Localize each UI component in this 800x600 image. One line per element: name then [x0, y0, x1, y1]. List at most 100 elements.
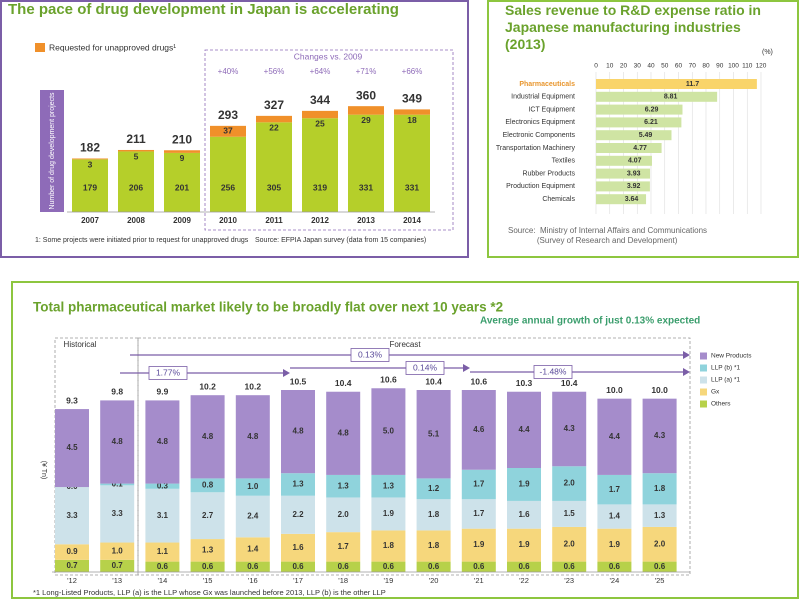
legend-label: LLP (b) *1: [711, 365, 741, 372]
bar: [596, 143, 662, 153]
y-tick-label: Electronic Components: [503, 132, 576, 139]
growth-label: 1.77%: [156, 367, 181, 377]
value-label: 5.1: [428, 429, 440, 438]
value-label: 2.7: [202, 511, 214, 520]
value-label: 37: [223, 126, 233, 136]
x-tick-label: 80: [702, 63, 710, 70]
value-label: 9: [180, 153, 185, 163]
legend-label: Requested for unapproved drugs¹: [49, 42, 176, 52]
legend-label: Gx: [711, 389, 720, 396]
bar-segment: [164, 152, 200, 212]
value-label: 5: [134, 152, 139, 162]
growth-label: 0.14%: [413, 362, 438, 372]
bar-segment: [235, 495, 270, 538]
value-label: 3: [88, 160, 93, 170]
x-tick-label: 20: [620, 63, 628, 70]
bar-segment: [326, 497, 361, 533]
value-label: 25: [315, 118, 325, 128]
bar-segment: [416, 478, 451, 500]
value-label: 0.6: [247, 562, 259, 571]
value-label: 1.6: [518, 510, 530, 519]
value-label: 1.3: [292, 480, 304, 489]
bar-segment: [281, 473, 315, 496]
value-label: 4.3: [564, 424, 576, 433]
bar: [596, 130, 672, 141]
value-label: 4.3: [654, 431, 666, 440]
y-tick-label: ICT Equipment: [528, 106, 575, 113]
bar-segment: [326, 391, 361, 475]
bar-segment: [256, 115, 292, 123]
value-label: 1.8: [654, 484, 666, 493]
value-label: 1.9: [473, 540, 485, 549]
total-label: 10.4: [561, 378, 578, 388]
chart-title: The pace of drug development in Japan is…: [8, 1, 399, 18]
bar-segment: [302, 118, 338, 212]
period-label: Historical: [64, 340, 97, 349]
bar-segment: [642, 504, 677, 527]
x-tick-label: 110: [742, 63, 753, 70]
source-box: Source: Ministry of Internal Affairs and…: [508, 226, 707, 245]
bar-segment: [394, 114, 430, 212]
y-tick-label: Textiles: [552, 158, 576, 165]
bar-segment: [416, 390, 451, 479]
change-label: +71%: [356, 67, 377, 76]
x-tick-label: 2012: [311, 216, 329, 225]
arrow-head: [463, 364, 470, 372]
value-label: 331: [405, 182, 419, 192]
value-label: 29: [361, 115, 371, 125]
value-label: 2.0: [564, 539, 576, 548]
x-tick-label: 2008: [127, 216, 145, 225]
total-label: 9.8: [111, 387, 123, 397]
bar: [596, 91, 718, 102]
legend-swatch: [35, 43, 45, 52]
total-label: 349: [402, 92, 422, 106]
value-label: 1.8: [383, 541, 395, 550]
value-label: 0.6: [428, 562, 440, 571]
bar-segment: [281, 533, 315, 562]
value-label: 3.93: [627, 170, 641, 177]
y-axis-label: (¥ Tn): [40, 461, 47, 480]
value-label: 2.4: [247, 512, 259, 521]
bar: [596, 194, 647, 205]
bar-segment: [145, 542, 180, 562]
total-label: 10.6: [471, 376, 488, 386]
growth-label: 0.13%: [358, 349, 383, 359]
value-label: 3.1: [157, 511, 169, 520]
x-tick-label: 10: [606, 63, 614, 70]
bar-segment: [552, 500, 587, 527]
value-label: 1.5: [564, 509, 576, 518]
x-tick-label: '21: [474, 576, 484, 585]
bar-segment: [348, 114, 384, 212]
panel-border: [0, 0, 469, 258]
bar-segment: [552, 391, 587, 467]
value-label: 1.7: [473, 480, 485, 489]
value-label: 1.9: [383, 509, 395, 518]
value-label: 0.6: [609, 562, 621, 571]
total-label: 10.2: [245, 381, 262, 391]
y-tick-label: Pharmaceuticals: [519, 81, 575, 88]
x-tick-label: '24: [610, 576, 620, 585]
x-tick-label: '15: [203, 576, 213, 585]
x-tick-label: 2007: [81, 216, 99, 225]
bar-segment: [507, 500, 541, 529]
bar-segment: [597, 474, 632, 505]
footnote: 1: Some projects were initiated prior to…: [35, 237, 249, 244]
bar-segment: [371, 388, 406, 475]
growth-box: [533, 365, 573, 379]
total-label: 344: [310, 93, 330, 107]
bar-segment: [256, 122, 292, 212]
value-label: 0.6: [564, 562, 576, 571]
value-label: 1.7: [609, 485, 621, 494]
bar-segment: [461, 561, 496, 572]
value-label: 6.29: [645, 106, 659, 113]
total-label: 210: [172, 132, 192, 146]
arrow-head: [683, 351, 690, 359]
x-tick-label: 2014: [403, 216, 421, 225]
bar-segment: [118, 149, 154, 152]
bar-segment: [507, 468, 541, 501]
value-label: 1.9: [518, 540, 530, 549]
value-label: 1.4: [609, 512, 621, 521]
x-tick-label: '12: [67, 576, 77, 585]
legend-swatch: [700, 364, 707, 372]
